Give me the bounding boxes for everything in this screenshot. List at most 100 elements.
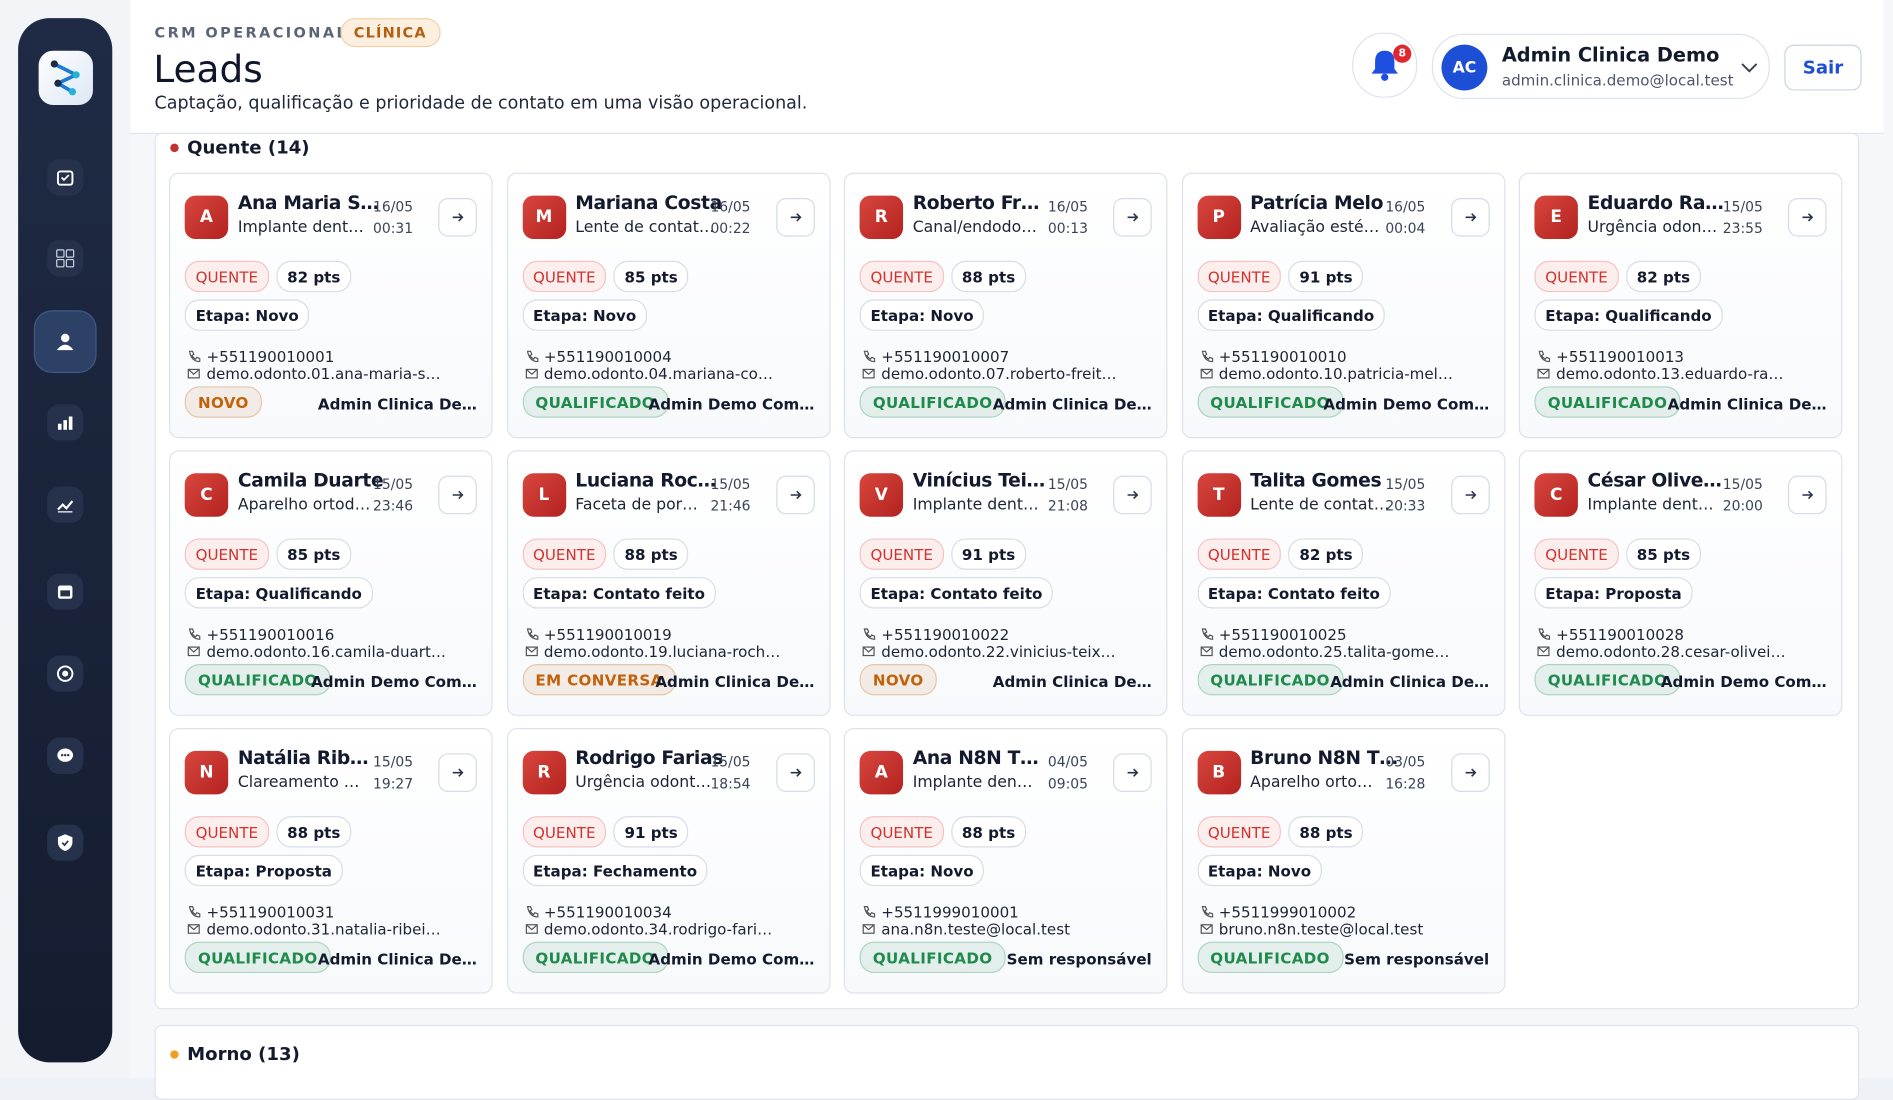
- temperature-tag: QUENTE: [184, 538, 269, 570]
- email-icon-svg: [1200, 368, 1213, 379]
- nav-calendar[interactable]: [47, 159, 84, 196]
- nav-agenda[interactable]: [47, 573, 84, 610]
- lead-avatar: V: [859, 473, 904, 517]
- lead-tags: QUENTE 88 pts Etapa: Contato feito: [522, 538, 819, 609]
- nav-reports[interactable]: [47, 404, 84, 441]
- nav-leads[interactable]: [35, 311, 96, 372]
- lead-card[interactable]: A Ana Maria S… Implante dent… 16/05 00:31 QUE…: [169, 172, 493, 439]
- score-tag: 88 pts: [951, 816, 1027, 848]
- phone-text: +551190010034: [543, 903, 672, 922]
- lead-phone: +551190010016: [187, 625, 334, 643]
- lead-owner: Admin Clinica De…: [317, 950, 477, 969]
- open-lead-button[interactable]: [438, 475, 477, 515]
- phone-icon: [1537, 350, 1551, 363]
- email-icon-svg: [862, 924, 875, 934]
- open-lead-button[interactable]: [438, 197, 477, 237]
- lead-time: 23:46: [373, 497, 414, 515]
- lead-name: Natália Rib…: [237, 747, 369, 770]
- lead-time: 19:27: [373, 775, 414, 792]
- lead-card[interactable]: N Natália Rib… Clareamento … 15/05 19:27 QUEN…: [169, 727, 493, 994]
- phone-icon-svg: [863, 628, 876, 640]
- open-lead-button[interactable]: [1450, 475, 1490, 515]
- open-lead-button[interactable]: [1787, 197, 1827, 237]
- lead-interest: Avaliação esté…: [1250, 218, 1380, 237]
- open-lead-button[interactable]: [438, 753, 477, 792]
- open-lead-button[interactable]: [775, 197, 815, 237]
- email-icon: [187, 645, 200, 658]
- lead-phone: +551190010028: [1537, 625, 1684, 643]
- user-avatar: AC: [1441, 44, 1488, 91]
- open-lead-button[interactable]: [1450, 753, 1490, 792]
- lead-status: QUALIFICADO: [1197, 941, 1344, 974]
- open-lead-button[interactable]: [775, 475, 815, 515]
- lead-card[interactable]: P Patrícia Melo Avaliação esté… 16/05 00:04 Q…: [1181, 172, 1505, 439]
- score-tag: 88 pts: [276, 816, 352, 848]
- email-icon-svg: [862, 368, 875, 379]
- open-lead-button[interactable]: [1787, 475, 1827, 515]
- lead-email: demo.odonto.31.natalia-ribei…: [187, 920, 441, 938]
- section-panel: Morno (13): [154, 1024, 1860, 1100]
- lead-date: 15/05: [710, 753, 751, 771]
- icon: [56, 170, 74, 186]
- lead-phone: +551190010019: [525, 625, 672, 643]
- lead-name: Camila Duarte: [237, 469, 384, 492]
- page-subtitle: Captação, qualificação e prioridade de c…: [154, 94, 808, 114]
- lead-card[interactable]: V Vinícius Tei… Implante dent… 15/05 21:08 QU…: [843, 450, 1168, 716]
- lead-owner: Admin Demo Com…: [1660, 672, 1827, 691]
- chevron: [1741, 63, 1758, 73]
- stage-tag: Etapa: Proposta: [184, 854, 343, 887]
- nav-goals[interactable]: [47, 655, 84, 692]
- lead-status: QUALIFICADO: [859, 941, 1006, 974]
- nav-analytics[interactable]: [47, 486, 84, 523]
- lead-card[interactable]: M Mariana Costa Lente de contat… 16/05 00:22…: [506, 172, 830, 439]
- open-lead-button[interactable]: [1113, 475, 1152, 515]
- notifications-button[interactable]: 8: [1352, 32, 1418, 98]
- lead-status: QUALIFICADO: [1197, 386, 1344, 418]
- lead-card[interactable]: E Eduardo Ra… Urgência odon… 15/05 23:55 QUEN…: [1518, 172, 1843, 439]
- phone-icon-svg: [1201, 350, 1213, 363]
- lead-interest: Implante dent…: [912, 496, 1039, 515]
- phone-icon: [862, 350, 876, 363]
- open-lead-button[interactable]: [1113, 197, 1152, 237]
- arrow-icon: [1802, 213, 1814, 222]
- logout-button[interactable]: Sair: [1784, 44, 1862, 91]
- lead-phone: +5511999010002: [1199, 903, 1356, 921]
- lead-card[interactable]: B Bruno N8N T… Aparelho orto… 03/05 16:28 QUE…: [1181, 727, 1505, 994]
- icon: [56, 333, 74, 351]
- lead-interest: Urgência odont…: [575, 773, 712, 792]
- user-menu[interactable]: AC Admin Clinica Demo admin.clinica.demo…: [1431, 33, 1770, 99]
- lead-datetime: 15/05 20:00: [1723, 473, 1763, 516]
- lead-avatar: M: [522, 195, 566, 240]
- nav-messages[interactable]: [47, 737, 84, 774]
- lead-owner: Admin Demo Com…: [648, 394, 815, 413]
- lead-card[interactable]: C Camila Duarte Aparelho ortod… 15/05 23:46 Q…: [169, 450, 493, 716]
- arrow-icon: [1465, 768, 1476, 777]
- lead-card[interactable]: L Luciana Roc… Faceta de por… 15/05 21:46 QUE…: [506, 450, 830, 716]
- lead-tags: QUENTE 91 pts Etapa: Qualificando: [1197, 260, 1494, 331]
- lead-card[interactable]: R Rodrigo Farias Urgência odont… 15/05 18:54…: [506, 727, 830, 994]
- phone-text: +551190010022: [881, 625, 1010, 644]
- email-icon: [1199, 645, 1213, 658]
- email-icon: [525, 645, 538, 658]
- phone-text: +551190010013: [1556, 347, 1685, 366]
- lead-card[interactable]: T Talita Gomes Lente de contat… 15/05 20:33 Q…: [1181, 450, 1505, 716]
- lead-card[interactable]: R Roberto Fr… Canal/endodo… 16/05 00:13 QUENT…: [843, 172, 1168, 439]
- lead-time: 00:04: [1385, 219, 1426, 237]
- stage-tag: Etapa: Contato feito: [522, 577, 716, 609]
- open-lead-button[interactable]: [775, 753, 815, 792]
- nav-security[interactable]: [47, 824, 84, 861]
- lead-tags: QUENTE 82 pts Etapa: Qualificando: [1534, 260, 1831, 331]
- open-lead-button[interactable]: [1113, 753, 1152, 792]
- lead-name: Rodrigo Farias: [575, 747, 723, 770]
- lead-date: 15/05: [710, 475, 751, 493]
- lead-email: demo.odonto.07.roberto-freit…: [862, 365, 1117, 383]
- logo[interactable]: [38, 50, 93, 106]
- email-text: bruno.n8n.teste@local.test: [1218, 919, 1424, 939]
- lead-tags: QUENTE 85 pts Etapa: Novo: [522, 260, 819, 331]
- page-title: Leads: [153, 48, 263, 92]
- lead-card[interactable]: C César Olive… Implante dent… 15/05 20:00 QUE…: [1518, 450, 1843, 716]
- nav-dashboard[interactable]: [47, 240, 84, 277]
- lead-card[interactable]: A Ana N8N T… Implante den… 04/05 09:05 QUENTE…: [843, 727, 1168, 994]
- lead-phone: +551190010034: [525, 903, 672, 921]
- open-lead-button[interactable]: [1450, 197, 1490, 237]
